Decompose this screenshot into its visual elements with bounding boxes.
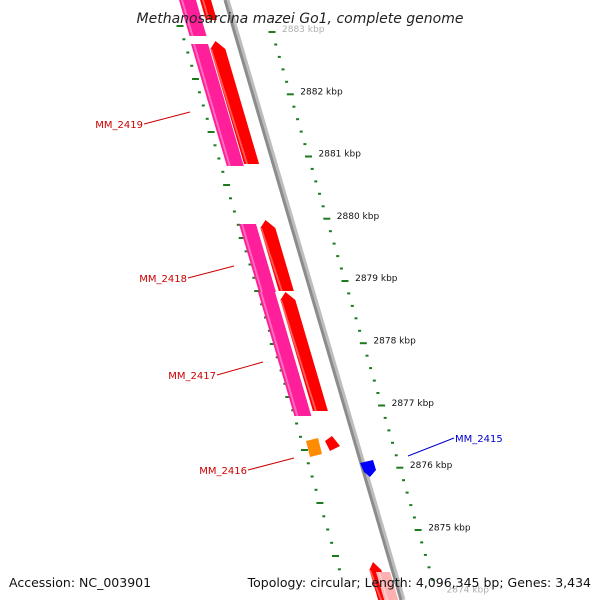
gene-label: MM_2418 bbox=[139, 274, 187, 285]
cds-feature-mm2417 bbox=[280, 292, 328, 411]
cds-feature-mm2419-highlight bbox=[210, 49, 249, 164]
gene-label-leader bbox=[247, 457, 295, 471]
gene-label-group: MM_2419 MM_2418 MM_2417 MM_2416 MM_2415 bbox=[95, 111, 503, 477]
feature-track bbox=[179, 0, 399, 600]
cds-feature-mm2418 bbox=[260, 220, 294, 291]
gene-label: MM_2419 bbox=[95, 120, 143, 131]
gene-label: MM_2416 bbox=[199, 466, 247, 477]
scale-label: 2878 kbp bbox=[373, 337, 416, 347]
scale-label: 2874 kbp bbox=[447, 586, 490, 596]
scale-label-group: 2883 kbp 2882 kbp 2881 kbp 2880 kbp 2879 kbp… bbox=[282, 25, 489, 596]
scale-label: 2883 kbp bbox=[282, 25, 325, 35]
scale-label: 2882 kbp bbox=[300, 87, 343, 97]
gene-feature-mm2418-highlight bbox=[241, 224, 263, 292]
scale-label: 2880 kbp bbox=[337, 212, 380, 222]
scale-label: 2877 kbp bbox=[392, 399, 435, 409]
cds-feature-mm2419 bbox=[210, 41, 260, 164]
cds-feature-highlight bbox=[202, 0, 210, 20]
scale-label: 2875 kbp bbox=[428, 523, 471, 533]
cds-feature-mm2417-highlight bbox=[280, 300, 317, 411]
scale-label: 2876 kbp bbox=[410, 461, 453, 471]
cds-feature-mm2415 bbox=[360, 460, 376, 477]
cds-feature-highlight bbox=[369, 570, 383, 600]
gene-feature-mm2419-highlight bbox=[193, 44, 231, 166]
scale-label: 2879 kbp bbox=[355, 274, 398, 284]
gene-feature-mm2418 bbox=[239, 224, 276, 292]
genome-backbone bbox=[223, 0, 403, 600]
gene-label-leader bbox=[187, 265, 235, 279]
gene-feature-mm2417 bbox=[258, 292, 312, 416]
gene-label-leader bbox=[407, 437, 455, 457]
gene-label-leader bbox=[216, 361, 264, 376]
gene-feature-mm2416 bbox=[306, 438, 322, 457]
gene-feature bbox=[376, 572, 399, 600]
map-title: Methanosarcina mazei Go1, complete genom… bbox=[137, 11, 464, 27]
cds-feature-mm2418-highlight bbox=[260, 228, 283, 291]
cds-feature-mm2416 bbox=[325, 436, 340, 451]
gene-feature-mm2417-highlight bbox=[260, 292, 299, 416]
gene-label: MM_2415 bbox=[455, 434, 503, 445]
gene-label-leader bbox=[143, 111, 191, 125]
gene-label: MM_2417 bbox=[168, 371, 216, 382]
gene-feature-mm2419 bbox=[191, 44, 244, 166]
genome-summary-text: Topology: circular; Length: 4,096,345 bp… bbox=[247, 575, 591, 590]
cds-feature bbox=[200, 0, 217, 20]
gene-feature-highlight bbox=[181, 0, 194, 36]
accession-text: Accession: NC_003901 bbox=[9, 575, 151, 590]
gene-feature bbox=[179, 0, 207, 36]
outer-tick-track bbox=[268, 31, 435, 581]
gene-feature-highlight bbox=[378, 572, 389, 600]
scale-label: 2881 kbp bbox=[319, 150, 362, 160]
genome-backbone-shadow bbox=[224, 0, 406, 600]
